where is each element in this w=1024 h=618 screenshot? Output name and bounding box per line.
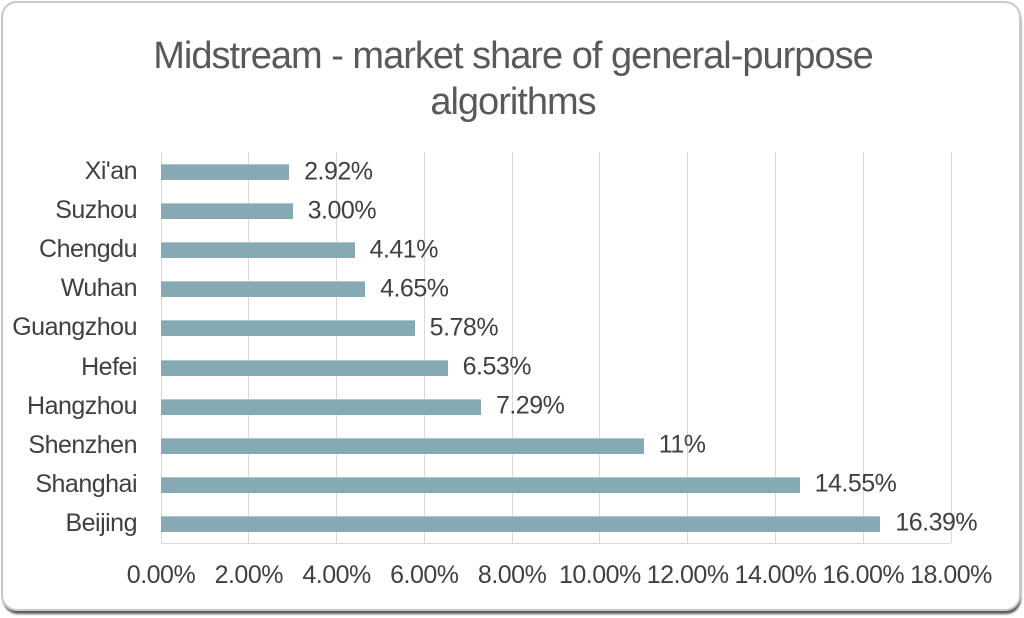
category-label: Xi'an xyxy=(84,157,138,186)
bar-value-label: 16.39% xyxy=(895,508,978,537)
gridline xyxy=(599,152,601,543)
bar-row: 7.29% xyxy=(161,387,951,426)
bar-value-label: 7.29% xyxy=(495,391,565,420)
x-tick-label: 10.00% xyxy=(558,561,641,589)
bar xyxy=(161,398,481,415)
bar-row: 6.53% xyxy=(161,348,951,387)
bar-row: 14.55% xyxy=(161,465,951,504)
chart-title: Midstream - market share of general-purp… xyxy=(153,35,873,124)
x-tick-label: 16.00% xyxy=(822,561,905,589)
bar-value-label: 2.92% xyxy=(304,157,373,186)
x-tick-label: 2.00% xyxy=(214,561,284,589)
gridline xyxy=(160,152,162,543)
gridline xyxy=(423,152,425,543)
gridline xyxy=(511,152,513,543)
gridline xyxy=(336,152,338,543)
bar-value-label: 5.78% xyxy=(429,313,499,342)
category-label: Shenzhen xyxy=(28,430,137,459)
plot-area: 2.92% 3.00% 4.41% 4.65% 5.78% 6.53% 7.29% 11% 14… xyxy=(160,152,978,544)
category-label: Hangzhou xyxy=(27,391,137,420)
category-axis: Xi'an Suzhou Chengdu Wuhan Guangzhou Hefei Han… xyxy=(3,152,149,543)
gridline xyxy=(950,152,952,543)
bar-row: 2.92% xyxy=(161,152,951,191)
x-tick-label: 8.00% xyxy=(477,561,547,589)
value-axis: 0.00% 2.00% 4.00% 6.00% 8.00% 10.00% 12.00% 14.… xyxy=(127,561,993,595)
category-label: Guangzhou xyxy=(12,313,137,342)
bar-row: 4.65% xyxy=(161,269,951,308)
x-tick-label: 14.00% xyxy=(734,561,817,589)
bar-value-label: 3.00% xyxy=(307,196,377,225)
x-tick-label: 18.00% xyxy=(910,561,992,589)
bar-value-label: 11% xyxy=(658,430,706,459)
bar-row: 16.39% xyxy=(161,504,978,543)
category-label: Suzhou xyxy=(55,196,137,225)
bar-value-label: 14.55% xyxy=(814,469,897,498)
category-label: Hefei xyxy=(81,352,137,381)
x-tick-label: 0.00% xyxy=(126,561,196,589)
bar-value-label: 4.41% xyxy=(369,235,439,264)
x-tick-label: 4.00% xyxy=(302,561,371,589)
gridline xyxy=(687,152,689,543)
bar-row: 4.41% xyxy=(161,230,951,269)
bar xyxy=(161,476,800,493)
bar xyxy=(161,359,448,376)
bar-row: 5.78% xyxy=(161,308,951,347)
bar xyxy=(161,281,366,298)
bar xyxy=(161,164,290,181)
category-label: Shanghai xyxy=(35,469,137,498)
category-label: Chengdu xyxy=(39,235,137,264)
category-label: Wuhan xyxy=(60,274,138,303)
bar-value-label: 6.53% xyxy=(462,352,532,381)
x-tick-label: 6.00% xyxy=(390,561,459,589)
gridline xyxy=(774,152,776,543)
category-label: Beijing xyxy=(65,508,137,537)
bar xyxy=(161,242,355,259)
bar-row: 3.00% xyxy=(161,191,951,230)
bar xyxy=(161,203,293,220)
bar-value-label: 4.65% xyxy=(380,274,449,303)
bar-row: 11% xyxy=(161,426,951,465)
x-tick-label: 12.00% xyxy=(646,561,729,589)
bar xyxy=(161,437,644,454)
bar xyxy=(161,515,881,532)
gridline xyxy=(862,152,864,543)
gridline xyxy=(248,152,250,543)
bar xyxy=(161,320,415,337)
